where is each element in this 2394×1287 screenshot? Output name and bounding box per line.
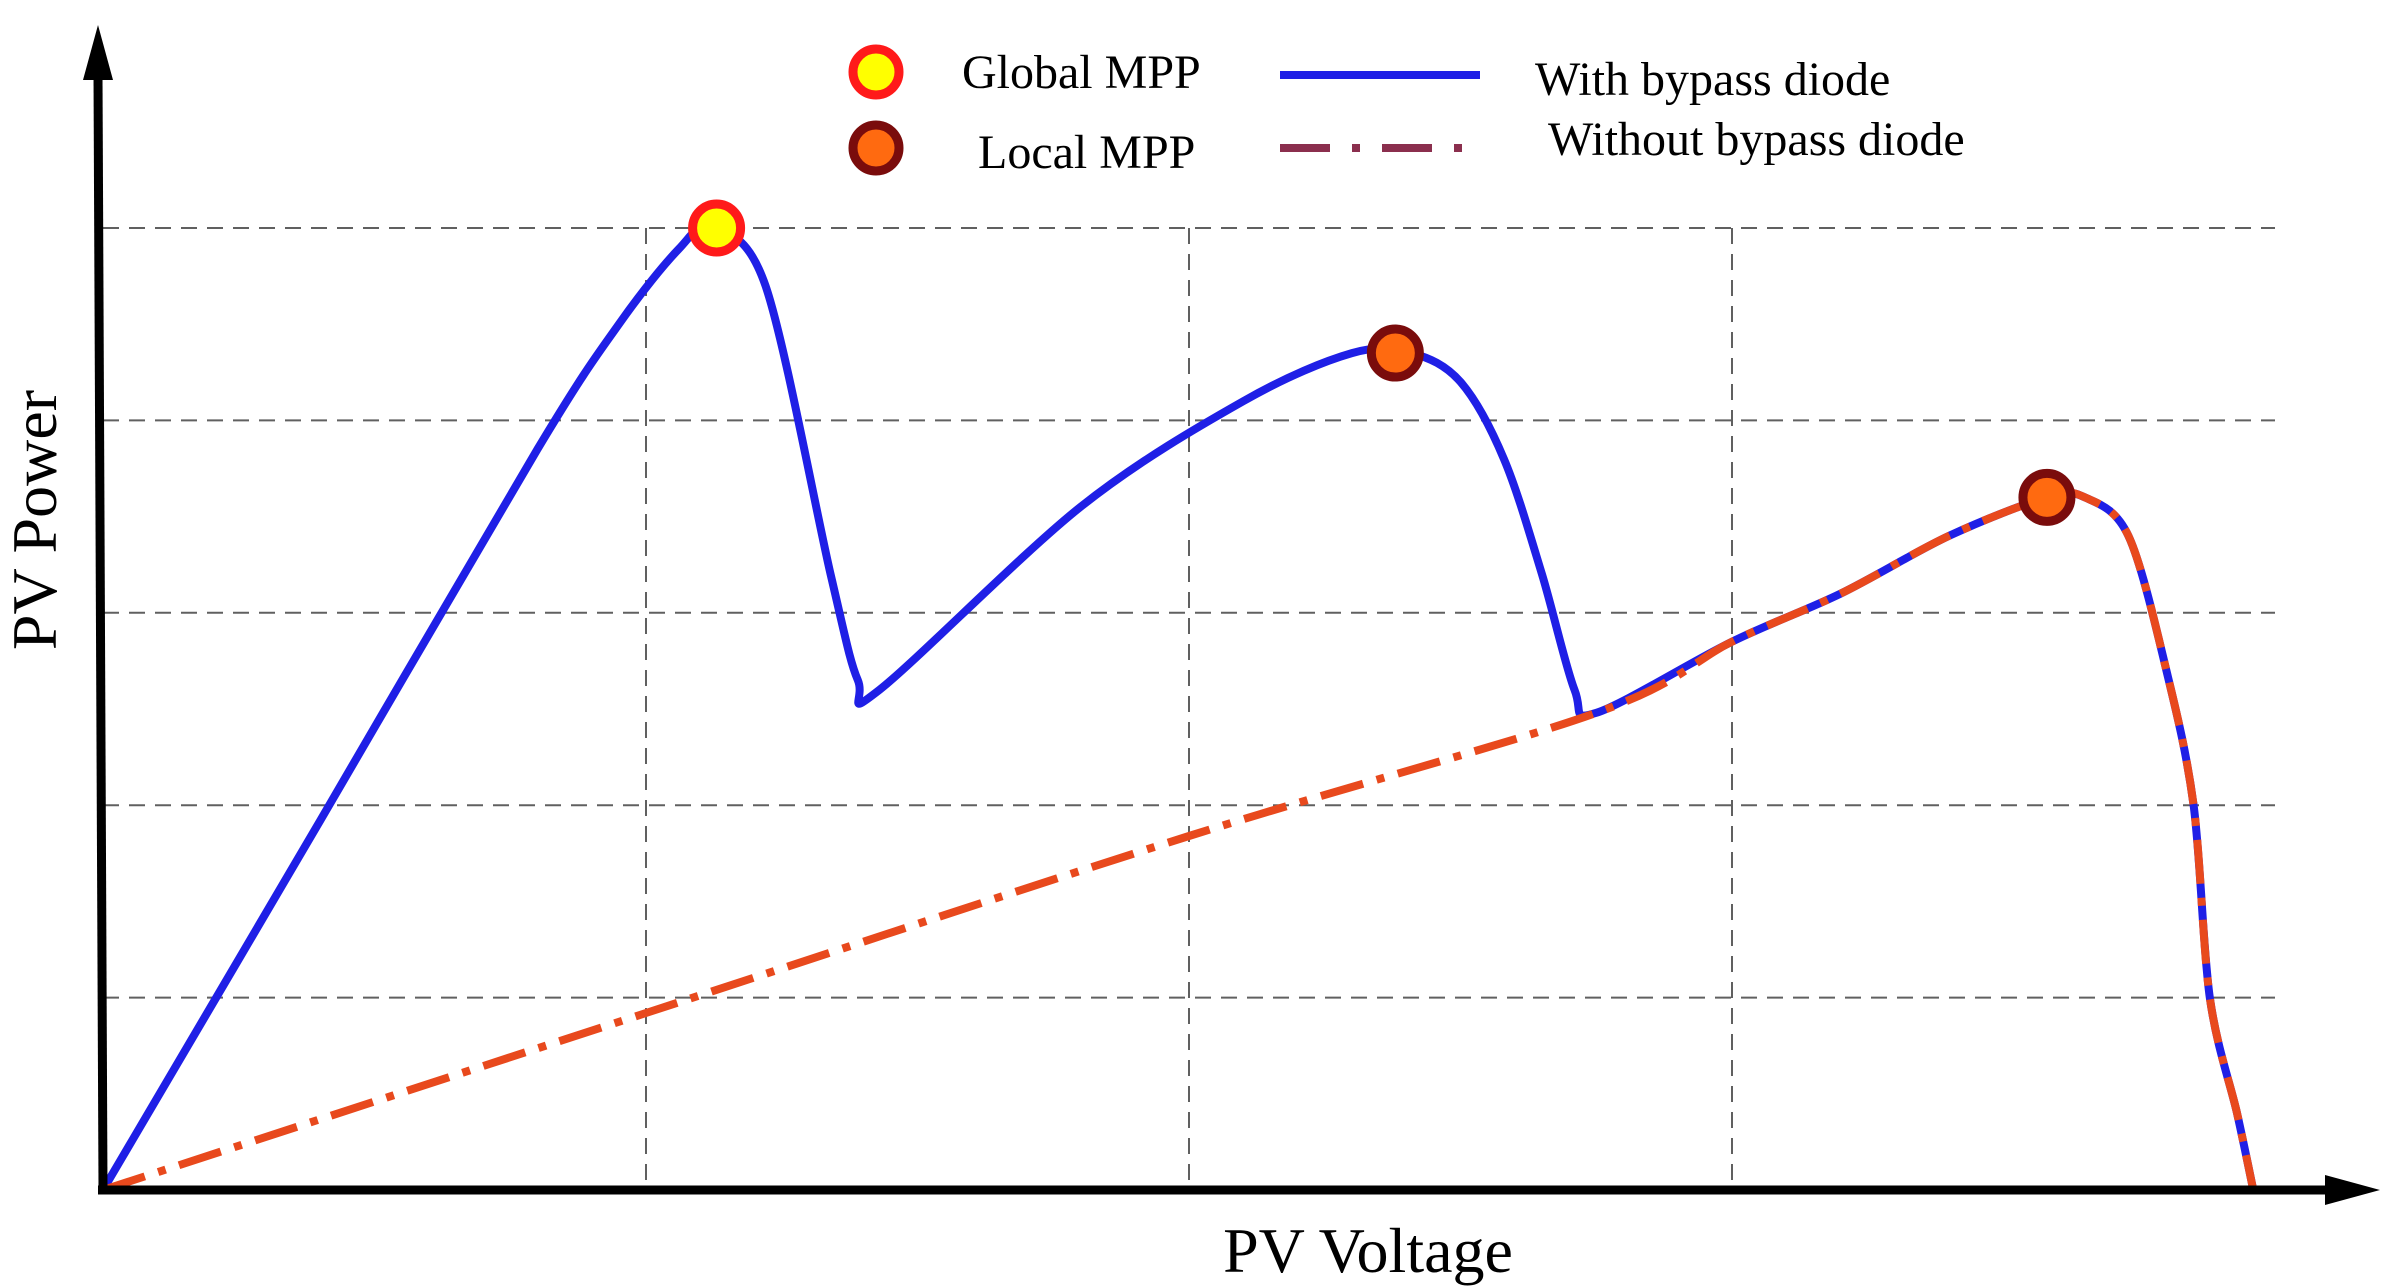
- local-mpp-marker: [1366, 324, 1424, 382]
- y-axis: [93, 74, 108, 1191]
- legend-global-mpp-icon: [848, 44, 904, 100]
- legend: Global MPP Local MPP With bypass diode W…: [848, 44, 1965, 179]
- y-axis-title: PV Power: [0, 390, 70, 650]
- series-with-bypass-diode: [99, 222, 2258, 1194]
- mpp-markers: [688, 199, 2076, 526]
- legend-global-mpp-label: Global MPP: [962, 46, 1201, 99]
- legend-without-bypass-label: Without bypass diode: [1548, 113, 1965, 166]
- x-axis-arrow-icon: [2325, 1175, 2380, 1205]
- legend-with-bypass-label: With bypass diode: [1535, 53, 1890, 106]
- legend-local-mpp-label: Local MPP: [978, 126, 1195, 179]
- grid: [103, 227, 2275, 1190]
- local-mpp-marker: [2018, 468, 2076, 526]
- series-without-bypass-diode: [101, 488, 2258, 1194]
- x-axis-title: PV Voltage: [1223, 1215, 1513, 1286]
- y-axis-arrow-icon: [83, 25, 113, 80]
- series-group: [99, 222, 2258, 1194]
- global-mpp-marker: [688, 199, 746, 257]
- legend-local-mpp-icon: [848, 120, 904, 176]
